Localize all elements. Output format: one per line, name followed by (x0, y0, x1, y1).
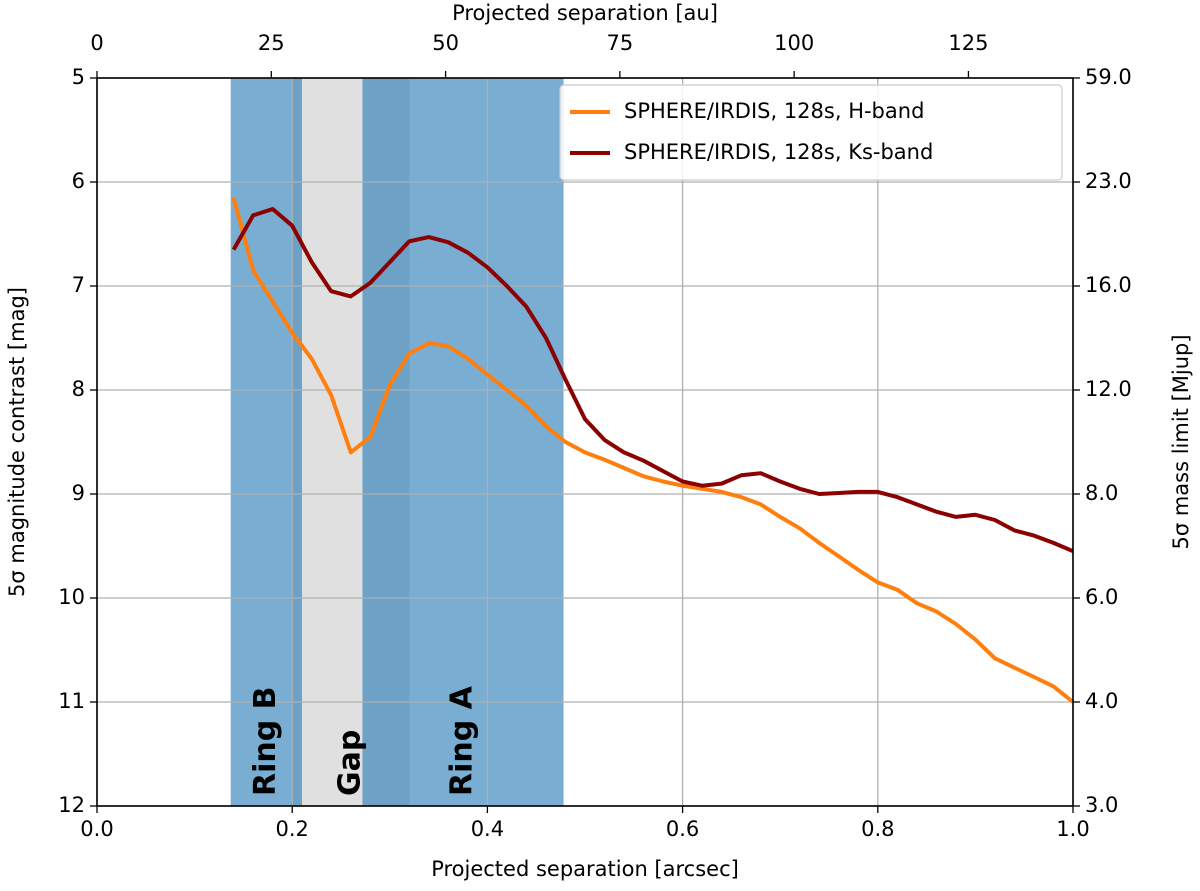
x2-tick-label: 50 (432, 31, 459, 55)
x2-tick-label: 75 (606, 31, 633, 55)
band-label: Gap (332, 730, 367, 796)
band-label: Ring B (248, 686, 283, 796)
legend-label: SPHERE/IRDIS, 128s, Ks-band (624, 140, 933, 164)
y2-tick-label: 59.0 (1085, 65, 1132, 89)
x-tick-label: 0.8 (861, 817, 894, 841)
x-tick-label: 0.6 (666, 817, 699, 841)
y-tick-label: 7 (72, 273, 85, 297)
x2-tick-label: 25 (258, 31, 285, 55)
y-tick-label: 8 (72, 377, 85, 401)
y-tick-label: 9 (72, 481, 85, 505)
band (230, 78, 302, 806)
x-tick-label: 0.4 (471, 817, 504, 841)
data-line (231, 197, 1075, 704)
y2-tick-label: 6.0 (1085, 585, 1118, 609)
y2-tick-label: 8.0 (1085, 481, 1118, 505)
y2-tick-label: 16.0 (1085, 273, 1132, 297)
x-tick-label: 1.0 (1056, 817, 1089, 841)
x2-axis-label: Projected separation [au] (452, 1, 718, 25)
x2-tick-label: 0 (90, 31, 103, 55)
data-line (231, 207, 1074, 554)
y-tick-label: 5 (72, 65, 85, 89)
y-axis-label: 5σ magnitude contrast [mag] (5, 287, 29, 597)
y2-tick-label: 3.0 (1085, 793, 1118, 817)
legend-label: SPHERE/IRDIS, 128s, H-band (624, 99, 924, 123)
band (362, 78, 564, 806)
plot-frame (96, 77, 1074, 807)
legend-box (559, 84, 1063, 181)
y2-tick-label: 4.0 (1085, 689, 1118, 713)
x2-tick-label: 100 (774, 31, 814, 55)
y-tick-label: 12 (58, 793, 85, 817)
x-axis-label: Projected separation [arcsec] (431, 857, 739, 881)
y-tick-label: 11 (58, 689, 85, 713)
band-label: Ring A (445, 685, 480, 796)
y-tick-label: 10 (58, 585, 85, 609)
y2-tick-label: 12.0 (1085, 377, 1132, 401)
x2-tick-label: 125 (948, 31, 988, 55)
y2-axis-label: 5σ mass limit [Mjup] (1169, 334, 1193, 549)
x-tick-label: 0.0 (80, 817, 113, 841)
y-tick-label: 6 (72, 169, 85, 193)
x-tick-label: 0.2 (275, 817, 308, 841)
y2-tick-label: 23.0 (1085, 169, 1132, 193)
